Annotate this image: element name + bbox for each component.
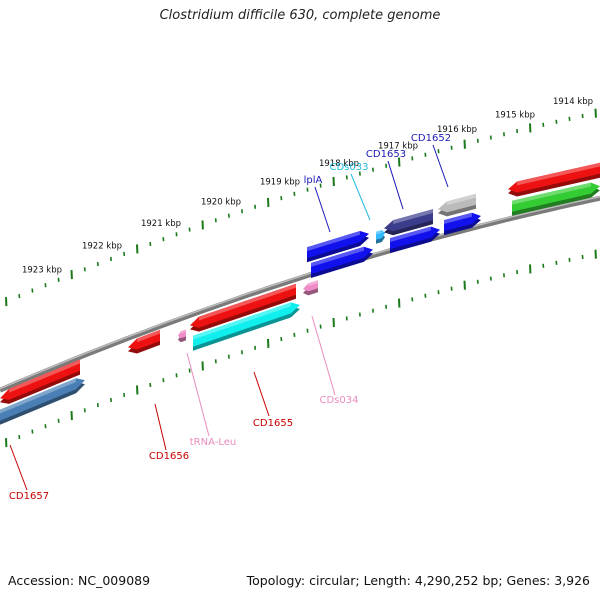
genome-backbone xyxy=(0,195,600,393)
feature-track[interactable] xyxy=(0,162,600,425)
feature-tRNA-Leu-highlight xyxy=(180,329,186,334)
feature-upper-right-red-highlight xyxy=(517,162,600,186)
feature-CD1657[interactable] xyxy=(0,359,80,404)
feature-CD1653-b-face xyxy=(390,226,440,250)
scale-label-1920-kbp: 1920 kbp xyxy=(201,197,241,207)
feature-lplA-face xyxy=(307,230,369,259)
label-lplA[interactable]: lplA xyxy=(304,175,323,186)
feature-CD1653-highlight xyxy=(393,209,433,225)
feature-upper-right-green[interactable] xyxy=(512,182,600,216)
feature-upper-right-green-face xyxy=(512,182,600,212)
leader-CD1656 xyxy=(154,403,167,451)
feature-CD1653-b-highlight xyxy=(390,226,431,243)
leader-CDs033 xyxy=(350,173,371,221)
feature-lplA[interactable] xyxy=(307,230,369,263)
leader-CD1652 xyxy=(432,144,449,188)
label-CD1652[interactable]: CD1652 xyxy=(411,133,451,144)
feature-leaders xyxy=(9,144,449,491)
scale-label-1923-kbp: 1923 kbp xyxy=(22,266,62,276)
feature-CD1652-highlight xyxy=(447,193,476,206)
feature-CD1653-b[interactable] xyxy=(390,226,440,254)
leader-CD1653 xyxy=(387,160,404,210)
leader-CD1657 xyxy=(9,444,28,491)
lower-scale-ticks xyxy=(5,249,597,448)
feature-CDs034-highlight xyxy=(308,280,318,287)
feature-CDs033-highlight xyxy=(376,230,382,235)
feature-CD1652[interactable] xyxy=(438,193,476,217)
leader-lplA xyxy=(314,186,331,233)
feature-CD1656-highlight xyxy=(137,329,160,343)
feature-CD1657-highlight xyxy=(9,359,80,393)
label-CD1655[interactable]: CD1655 xyxy=(253,418,293,429)
label-CDs034[interactable]: CDs034 xyxy=(320,395,359,406)
scale-label-1921-kbp: 1921 kbp xyxy=(141,219,181,229)
label-CD1656[interactable]: CD1656 xyxy=(149,451,189,462)
label-CD1653[interactable]: CD1653 xyxy=(366,149,406,160)
feature-CD1655[interactable] xyxy=(190,283,296,332)
feature-CD1652-b-highlight xyxy=(444,212,472,225)
scale-label-1922-kbp: 1922 kbp xyxy=(82,241,122,251)
backbone-highlight xyxy=(0,195,600,390)
feature-lplA-b-highlight xyxy=(311,246,364,267)
feature-CD1653[interactable] xyxy=(384,209,433,236)
label-tRNA-Leu[interactable]: tRNA-Leu xyxy=(190,437,236,448)
feature-CD1652-b-face xyxy=(444,212,481,232)
feature-CD1655-b-face xyxy=(193,302,300,347)
scale-label-1915-kbp: 1915 kbp xyxy=(495,111,535,121)
feature-labels[interactable]: CD1652 CD1653 CDs033 lplA CDs034 CD1655 tRNA-L… xyxy=(9,133,451,502)
label-CD1657[interactable]: CD1657 xyxy=(9,491,49,502)
feature-CD1655-b-highlight xyxy=(193,302,291,340)
feature-lplA-b[interactable] xyxy=(311,246,373,279)
scale-label-1916-kbp: 1916 kbp xyxy=(437,125,477,135)
accession-label: Accession: NC_009089 xyxy=(8,573,151,588)
feature-CD1655-highlight xyxy=(199,283,296,321)
feature-CDs034[interactable] xyxy=(303,280,318,296)
backbone-line xyxy=(0,195,600,393)
feature-lplA-highlight xyxy=(307,230,360,252)
leader-CD1655 xyxy=(253,371,270,417)
feature-tRNA-Leu[interactable] xyxy=(178,329,186,343)
feature-CD1652-b[interactable] xyxy=(444,212,481,236)
scale-labels: 1914 kbp 1915 kbp 1916 kbp 1917 kbp 1918 kbp… xyxy=(22,97,593,275)
feature-CD1655-b[interactable] xyxy=(193,302,300,351)
label-CDs033[interactable]: CDs033 xyxy=(330,162,369,173)
leader-CDs034 xyxy=(311,315,336,396)
feature-CDs033[interactable] xyxy=(376,230,385,244)
topology-label: Topology: circular; Length: 4,290,252 bp… xyxy=(246,573,590,588)
feature-CD1656[interactable] xyxy=(128,329,160,354)
scale-label-1914-kbp: 1914 kbp xyxy=(553,97,593,107)
scale-label-1917-kbp: 1917 kbp xyxy=(378,141,418,151)
upper-scale-ticks xyxy=(5,108,597,307)
feature-CD1657-b-face xyxy=(0,378,85,421)
feature-CD1657-b-highlight xyxy=(0,378,76,414)
feature-upper-right-green-highlight xyxy=(512,182,591,205)
feature-lplA-b-face xyxy=(311,246,373,275)
feature-upper-right-red[interactable] xyxy=(508,162,600,197)
map-title: Clostridium difficile 630, complete geno… xyxy=(159,8,441,23)
scale-label-1918-kbp: 1918 kbp xyxy=(319,159,359,169)
feature-CD1657-b[interactable] xyxy=(0,378,85,425)
leader-tRNA-Leu xyxy=(186,352,210,437)
scale-label-1919-kbp: 1919 kbp xyxy=(260,177,300,187)
